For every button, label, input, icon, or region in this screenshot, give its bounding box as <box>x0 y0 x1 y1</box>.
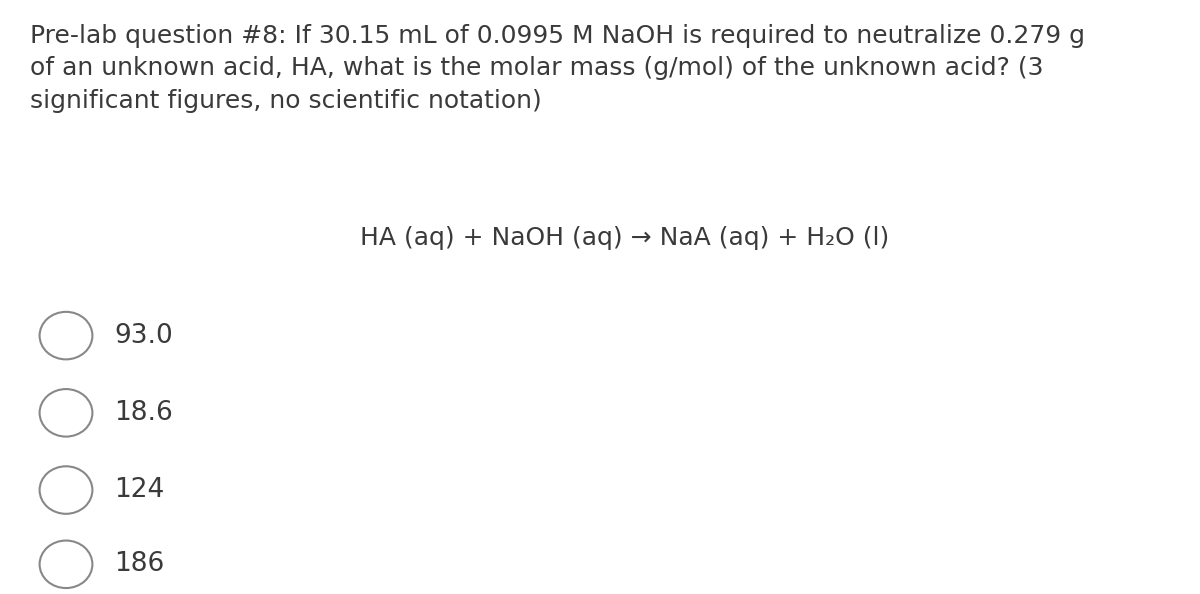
Text: 93.0: 93.0 <box>114 323 173 349</box>
Text: Pre-lab question #8: If 30.15 mL of 0.0995 M NaOH is required to neutralize 0.27: Pre-lab question #8: If 30.15 mL of 0.09… <box>30 24 1085 113</box>
Text: 18.6: 18.6 <box>114 400 173 426</box>
Text: 124: 124 <box>114 477 164 503</box>
Text: 186: 186 <box>114 551 164 577</box>
Text: HA (aq) + NaOH (aq) → NaA (aq) + H₂O (l): HA (aq) + NaOH (aq) → NaA (aq) + H₂O (l) <box>360 226 889 249</box>
